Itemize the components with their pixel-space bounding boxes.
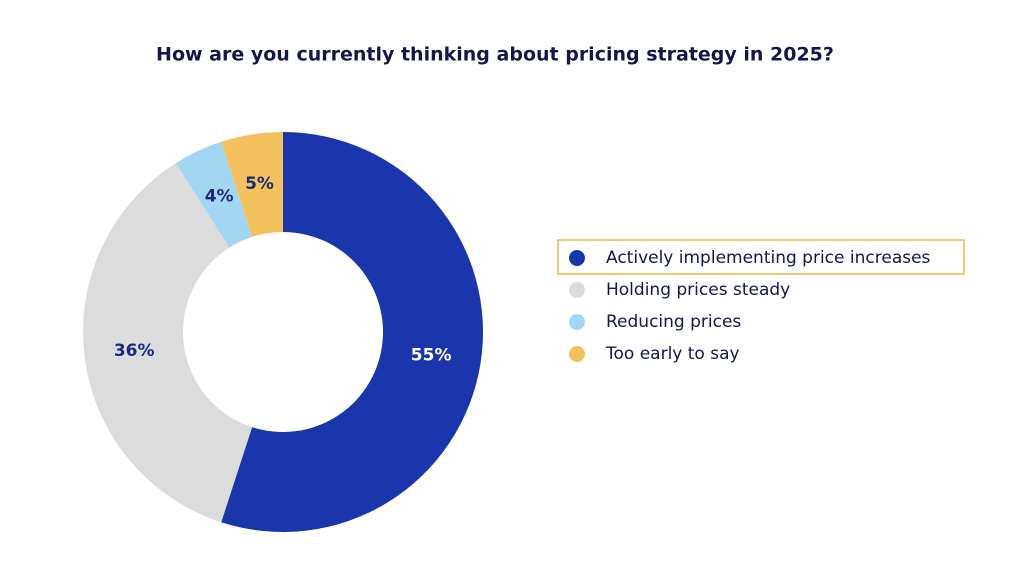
legend-swatch [569,314,585,330]
data-label: 4% [205,186,234,206]
donut-slice [175,141,253,248]
legend-label: Actively implementing price increases [606,248,931,268]
legend-swatch [569,346,585,362]
legend-swatch [569,282,585,298]
chart-title: How are you currently thinking about pri… [156,44,834,66]
donut-slice [82,163,253,523]
legend-label: Holding prices steady [606,280,790,300]
legend-swatch [569,250,585,266]
data-label: 36% [114,341,155,361]
donut-slice [221,132,483,533]
legend-label: Too early to say [605,344,740,364]
legend-label: Reducing prices [606,312,741,332]
legend-highlight [557,239,965,275]
donut-slice [221,132,283,237]
data-label: 55% [411,345,452,365]
data-label: 5% [245,174,274,194]
